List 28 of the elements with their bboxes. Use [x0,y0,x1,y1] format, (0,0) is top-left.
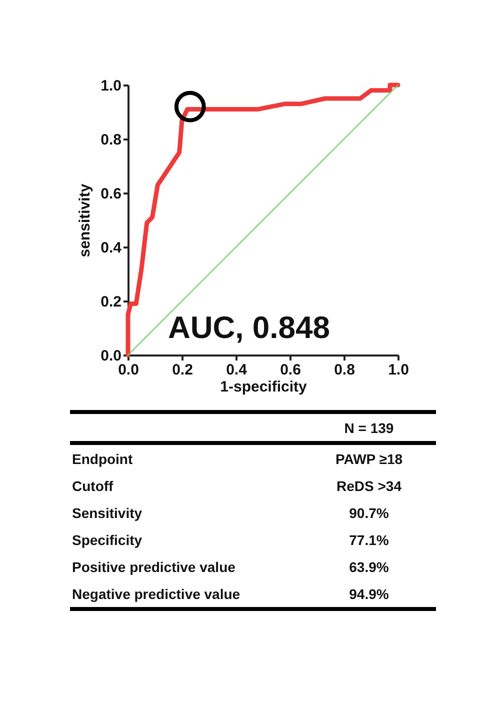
text: 63.9% [348,558,390,576]
y-tick-label: 0.2 [100,294,122,310]
x-tick-label: 0.0 [118,362,139,378]
text: PAWP ≥18 [334,450,404,468]
annotation: AUC, 0.848 [168,310,330,345]
y-tick-label: 0.4 [100,240,122,256]
x-tick-label: 0.2 [172,362,193,378]
text: 90.7% [348,504,390,522]
text: Sensitivity [71,504,144,523]
text: Endpoint [71,450,134,469]
text: Positive predictive value [71,558,236,577]
text: Negative predictive value [70,580,302,609]
text: ReDS >34 [336,476,402,496]
text: 77.1% [348,530,390,550]
x-tick-label: 0.6 [280,362,301,378]
text: N = 139 [302,412,436,443]
x-tick-label: 0.4 [226,362,248,378]
x-tick-label: 0.8 [334,362,355,378]
x-tick-label: 1.0 [388,362,409,378]
y-axis-title: sensitivity [76,183,94,258]
x-axis-title: 1-specificity [220,378,308,396]
text: Cutoff [71,476,114,496]
y-tick-label: 1.0 [100,78,122,94]
text: Specificity [71,530,144,550]
y-tick-label: 0.6 [100,186,122,202]
text: 94.9% [302,580,436,609]
y-tick-label: 0.8 [100,132,122,148]
y-tick-label: 0.0 [100,348,122,364]
